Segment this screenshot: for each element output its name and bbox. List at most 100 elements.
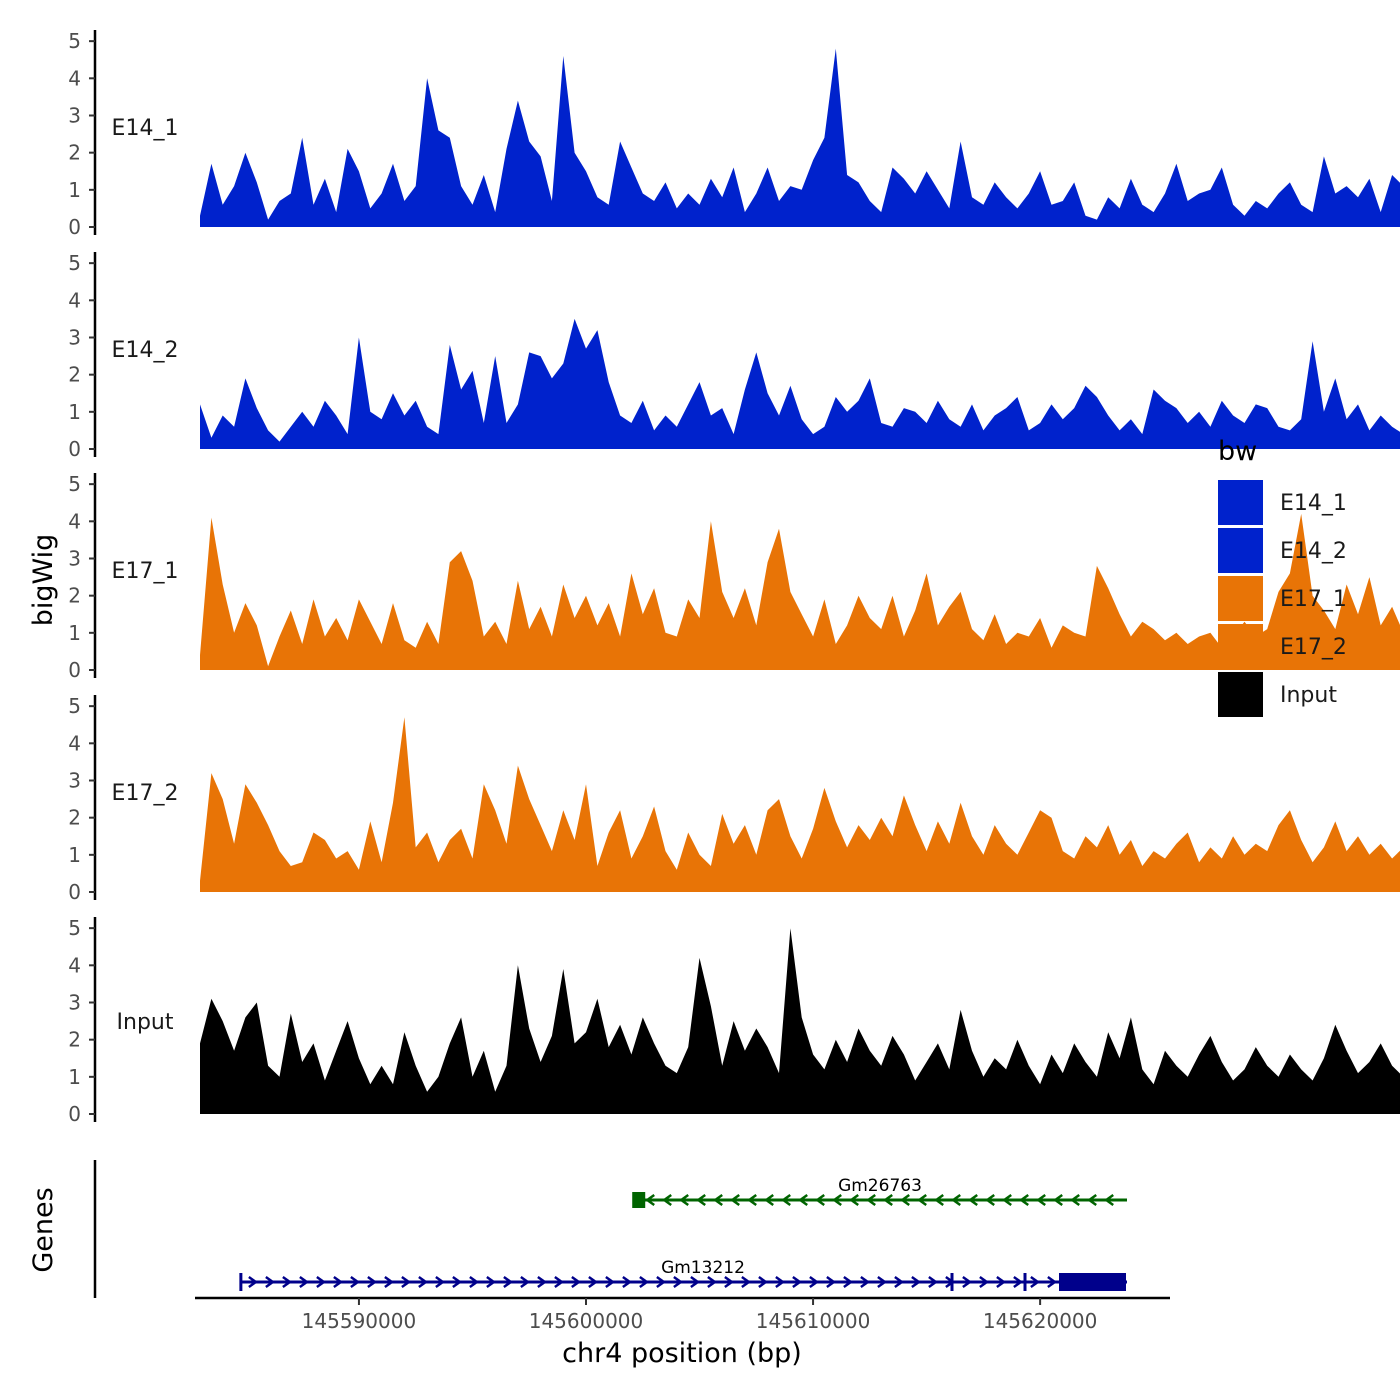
strand-arrow (911, 1275, 922, 1289)
strand-arrow (934, 1193, 944, 1207)
strand-arrow (418, 1275, 429, 1289)
strand-arrow (724, 1275, 735, 1289)
y-tick-label: 1 (68, 1065, 81, 1089)
strand-arrow (792, 1275, 803, 1289)
strand-arrow (798, 1193, 808, 1207)
strand-arrow (826, 1275, 837, 1289)
strand-arrow (605, 1275, 616, 1289)
strand-arrow (588, 1275, 599, 1289)
coverage-area-E14_2 (200, 318, 1400, 449)
strand-arrow (1036, 1193, 1046, 1207)
legend-swatch (1218, 528, 1263, 573)
strand-arrow (503, 1275, 514, 1289)
y-tick-label: 2 (68, 806, 81, 830)
strand-arrow (758, 1275, 769, 1289)
strand-arrow (696, 1193, 706, 1207)
y-tick-label: 4 (68, 288, 81, 312)
y-tick-label: 2 (68, 363, 81, 387)
legend-label: E14_2 (1280, 539, 1347, 564)
y-tick-label: 4 (68, 509, 81, 533)
strand-arrow (877, 1275, 888, 1289)
legend-label: E14_1 (1280, 491, 1347, 516)
strand-arrow (747, 1193, 757, 1207)
coverage-area-E14_1 (200, 48, 1400, 227)
strand-arrow (679, 1193, 689, 1207)
y-tick-label: 3 (68, 325, 81, 349)
strand-arrow (775, 1275, 786, 1289)
track-label: E17_1 (112, 559, 179, 584)
strand-arrow (917, 1193, 927, 1207)
track-label: E17_2 (112, 781, 179, 806)
y-tick-label: 1 (68, 843, 81, 867)
strand-arrow (571, 1275, 582, 1289)
legend-item: Input (1218, 672, 1337, 717)
track-label: E14_1 (112, 116, 179, 141)
y-tick-label: 4 (68, 66, 81, 90)
y-tick-label: 3 (68, 768, 81, 792)
strand-arrow (985, 1193, 995, 1207)
coverage-area-E17_1 (200, 513, 1400, 670)
strand-arrow (781, 1193, 791, 1207)
strand-arrow (690, 1275, 701, 1289)
strand-arrow (520, 1275, 531, 1289)
strand-arrow (435, 1275, 446, 1289)
legend-swatch (1218, 672, 1263, 717)
strand-arrow (849, 1193, 859, 1207)
legend-label: Input (1280, 683, 1337, 708)
gene-exon (632, 1192, 646, 1208)
strand-arrow (951, 1193, 961, 1207)
track-Input: 0 1 2 3 4 5 Input (68, 916, 1400, 1126)
strand-arrow (248, 1275, 259, 1289)
y-tick-label: 3 (68, 546, 81, 570)
legend-item: E17_2 (1218, 624, 1347, 669)
strand-arrow (741, 1275, 752, 1289)
gene-exon (1059, 1273, 1126, 1291)
genes-axis-title: Genes (28, 1187, 59, 1272)
y-tick-label: 5 (68, 251, 81, 275)
y-tick-label: 4 (68, 731, 81, 755)
legend-title: bw (1218, 436, 1257, 467)
legend-item: E14_1 (1218, 480, 1347, 525)
strand-arrow (486, 1275, 497, 1289)
strand-arrow (1047, 1275, 1058, 1289)
track-label: E14_2 (112, 338, 179, 363)
x-tick-label: 145590000 (302, 1309, 417, 1333)
strand-arrow (316, 1275, 327, 1289)
strand-arrow (968, 1193, 978, 1207)
y-tick-label: 2 (68, 584, 81, 608)
x-tick-label: 145610000 (756, 1309, 871, 1333)
strand-arrow (333, 1275, 344, 1289)
strand-arrow (673, 1275, 684, 1289)
strand-arrow (713, 1193, 723, 1207)
strand-arrow (1013, 1275, 1024, 1289)
y-tick-label: 1 (68, 621, 81, 645)
y-tick-label: 5 (68, 916, 81, 940)
y-tick-label: 5 (68, 694, 81, 718)
legend-item: E14_2 (1218, 528, 1347, 573)
strand-arrow (996, 1275, 1007, 1289)
strand-arrow (832, 1193, 842, 1207)
y-tick-label: 2 (68, 141, 81, 165)
strand-arrow (894, 1275, 905, 1289)
track-label: Input (117, 1010, 174, 1035)
strand-arrow (622, 1275, 633, 1289)
x-tick-label: 145600000 (529, 1309, 644, 1333)
track-E14_1: 0 1 2 3 4 5 E14_1 (68, 29, 1400, 239)
y-tick-label: 4 (68, 953, 81, 977)
legend-label: E17_2 (1280, 635, 1347, 660)
x-tick-label: 145620000 (983, 1309, 1098, 1333)
y-tick-label: 5 (68, 472, 81, 496)
coverage-area-Input (200, 928, 1400, 1114)
strand-arrow (1030, 1275, 1041, 1289)
strand-arrow (384, 1275, 395, 1289)
strand-arrow (843, 1275, 854, 1289)
strand-arrow (1104, 1193, 1114, 1207)
legend-swatch (1218, 624, 1263, 669)
strand-arrow (883, 1193, 893, 1207)
strand-arrow (764, 1193, 774, 1207)
strand-arrow (299, 1275, 310, 1289)
gene-Gm26763: Gm26763 (632, 1176, 1127, 1208)
y-axis-title: bigWig (28, 534, 59, 627)
y-tick-label: 0 (68, 880, 81, 904)
